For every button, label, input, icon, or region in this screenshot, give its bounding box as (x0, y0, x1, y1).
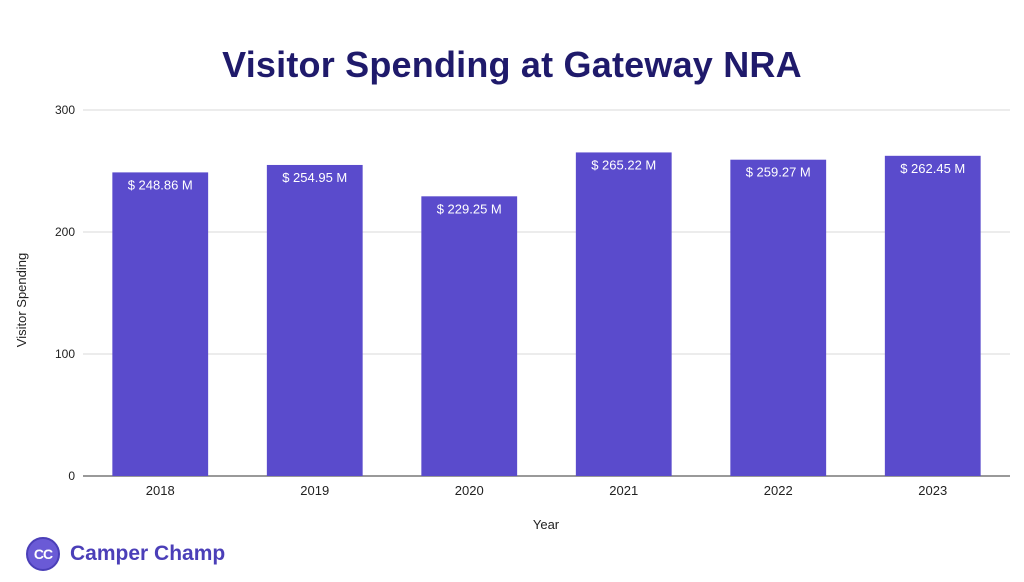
x-axis-label: Year (533, 517, 560, 532)
data-label-2021: $ 265.22 M (591, 157, 656, 172)
chart-title: Visitor Spending at Gateway NRA (222, 44, 802, 85)
y-tick-label: 300 (55, 103, 75, 117)
data-label-2023: $ 262.45 M (900, 161, 965, 176)
x-tick-label-2020: 2020 (455, 483, 484, 498)
bar-2023 (884, 155, 981, 476)
bar-2021 (575, 152, 672, 477)
data-label-2020: $ 229.25 M (437, 201, 502, 216)
y-tick-label: 200 (55, 225, 75, 239)
data-label-2022: $ 259.27 M (746, 165, 811, 180)
logo-text: Camper Champ (70, 542, 226, 565)
logo-badge-icon: CC (26, 537, 60, 571)
y-axis-label: Visitor Spending (14, 253, 29, 347)
x-tick-label-2023: 2023 (918, 483, 947, 498)
x-tick-label-2019: 2019 (300, 483, 329, 498)
x-tick-label-2021: 2021 (609, 483, 638, 498)
data-label-2019: $ 254.95 M (282, 170, 347, 185)
x-tick-labels: 2018 2019 2020 2021 2022 2023 (146, 483, 947, 498)
bar-2022 (730, 159, 827, 476)
data-labels: $ 248.86 M $ 254.95 M $ 229.25 M $ 265.22 M… (128, 157, 966, 216)
y-tick-label: 0 (68, 469, 75, 483)
y-tick-labels: 0 100 200 300 (55, 103, 75, 483)
bar-2020 (421, 196, 518, 476)
gridlines (83, 109, 1010, 477)
x-tick-label-2018: 2018 (146, 483, 175, 498)
bar-2019 (266, 164, 363, 476)
y-tick-label: 100 (55, 347, 75, 361)
bar-2018 (112, 172, 209, 476)
bars (112, 152, 981, 477)
data-label-2018: $ 248.86 M (128, 177, 193, 192)
x-tick-label-2022: 2022 (764, 483, 793, 498)
camper-champ-logo: CC Camper Champ (26, 537, 225, 571)
